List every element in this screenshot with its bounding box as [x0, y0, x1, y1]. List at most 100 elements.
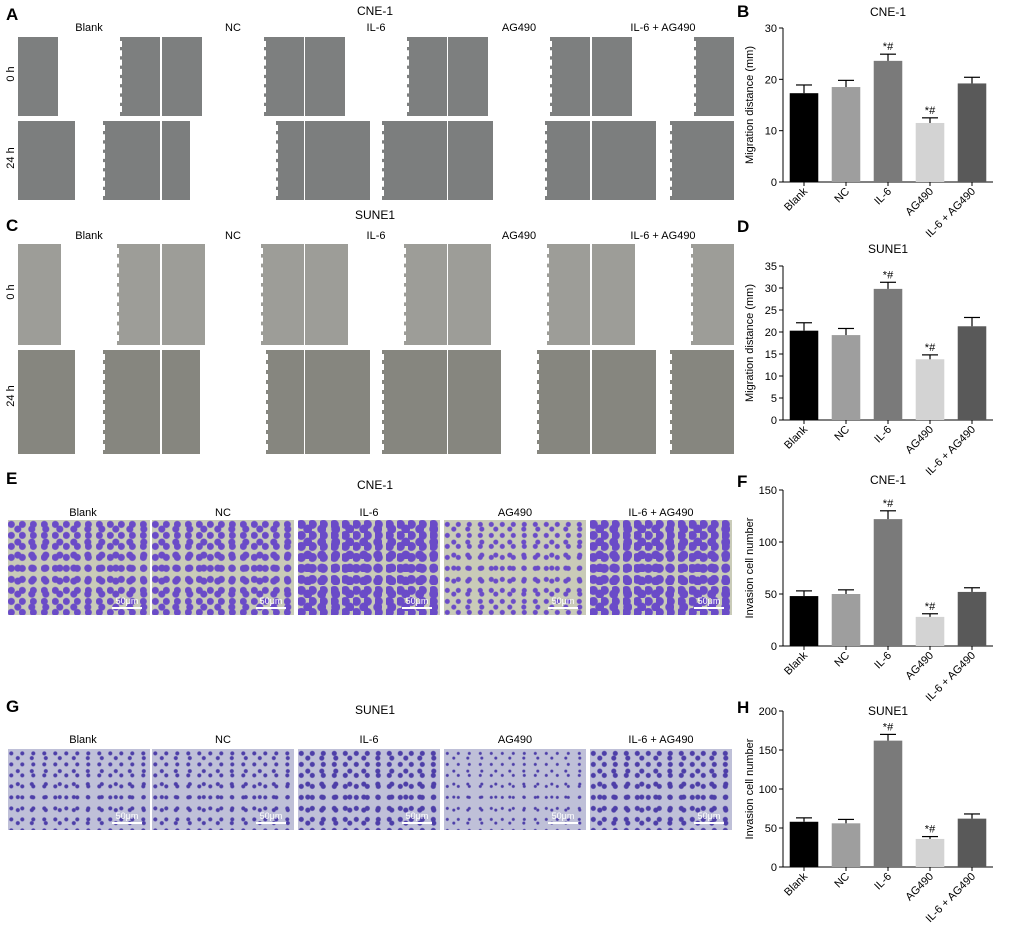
x-tick-label: AG490: [903, 871, 936, 904]
bar-nc: [831, 594, 861, 646]
scratch-edge-line: [545, 125, 547, 196]
significance-mark: *#: [883, 269, 894, 281]
scratch-image-nc: [162, 121, 304, 200]
cond-label-il6: IL-6: [359, 507, 379, 519]
scratch-edge-line: [58, 41, 60, 112]
panel-letter-b: B: [737, 2, 749, 21]
scratch-edge-line: [491, 248, 493, 341]
x-tick-label: NC: [832, 424, 852, 444]
cond-label-nc: NC: [225, 230, 241, 242]
invasion-image-blank: 50μm: [8, 749, 150, 830]
panel-g-title: SUNE1: [354, 703, 395, 717]
y-axis-label: Invasion cell number: [744, 738, 756, 839]
scale-bar-label: 50μm: [697, 811, 721, 821]
cond-label-il6-ag490: IL-6 + AG490: [630, 22, 696, 34]
scratch-edge-line: [345, 41, 347, 112]
scratch-edge-line: [370, 125, 372, 196]
cond-label-il6: IL-6: [359, 734, 379, 746]
y-axis-label: Migration distance (mm): [744, 284, 756, 402]
scratch-image-ag490: [448, 244, 590, 345]
chart-title: CNE-1: [870, 5, 906, 19]
scratch-image-il6-ag490: [592, 121, 734, 200]
scratch-edge-line: [691, 248, 693, 341]
scratch-edge-line: [547, 248, 549, 341]
bar-nc: [831, 335, 861, 420]
x-tick-label: AG490: [903, 424, 936, 457]
scratch-image-blank: [18, 121, 160, 200]
x-tick-label: IL-6: [872, 650, 894, 672]
bar-chart-b: B CNE-1 0 10 20 30 Migration distance (mm) Blan…: [737, 2, 993, 240]
bar-ag490: [915, 359, 945, 420]
bar-nc: [831, 823, 861, 867]
y-tick-label: 35: [765, 261, 777, 273]
panel-letter-e: E: [6, 469, 18, 488]
bar-il6-ag490: [957, 326, 987, 420]
bar-blank: [789, 330, 819, 420]
scratch-image-il6: [305, 244, 447, 345]
scratch-edge-line: [117, 248, 119, 341]
scale-bar: 50μm: [694, 811, 724, 824]
x-tick-label: NC: [832, 186, 852, 206]
scratch-edge-line: [694, 41, 696, 112]
cond-label-blank: Blank: [75, 22, 103, 34]
invasion-image-blank: 50μm: [8, 520, 150, 615]
x-tick-label: Blank: [782, 185, 810, 213]
x-tick-label: IL-6: [872, 186, 894, 208]
scratch-image-nc: [162, 350, 304, 454]
scratch-image-blank: [18, 350, 160, 454]
bar-nc: [831, 87, 861, 182]
x-tick-label: Blank: [782, 870, 810, 898]
y-tick-label: 0: [771, 177, 777, 189]
bar-il6: [873, 288, 903, 420]
invasion-image-nc: 50μm: [152, 520, 294, 615]
cond-label-nc: NC: [225, 22, 241, 34]
invasion-image-ag490: 50μm: [444, 749, 586, 830]
scale-bar-label: 50μm: [697, 596, 721, 606]
scratch-edge-line: [348, 248, 350, 341]
bar-blank: [789, 821, 819, 867]
scratch-edge-line: [75, 354, 77, 450]
scratch-edge-line: [264, 41, 266, 112]
scale-bar-label: 50μm: [551, 811, 575, 821]
panel-letter-c: C: [6, 216, 19, 235]
significance-mark: *#: [925, 824, 936, 836]
x-tick-label: NC: [832, 871, 852, 891]
scale-bar-label: 50μm: [259, 811, 283, 821]
scratch-edge-line: [404, 248, 406, 341]
scratch-edge-line: [202, 41, 204, 112]
scratch-edge-line: [120, 41, 122, 112]
scratch-edge-line: [670, 125, 672, 196]
significance-mark: *#: [883, 721, 894, 733]
scratch-edge-line: [103, 125, 105, 196]
x-tick-label: AG490: [903, 186, 936, 219]
scratch-edge-line: [488, 41, 490, 112]
y-tick-label: 50: [765, 589, 777, 601]
y-tick-label: 20: [765, 327, 777, 339]
scale-bar: 50μm: [256, 596, 286, 609]
scratch-edge-line: [261, 248, 263, 341]
scratch-edge-line: [266, 354, 268, 450]
cond-label-il6: IL-6: [366, 230, 386, 242]
y-tick-label: 100: [759, 537, 777, 549]
scratch-edge-line: [276, 125, 278, 196]
scale-bar: 50μm: [402, 596, 432, 609]
scratch-image-nc: [162, 37, 304, 116]
invasion-image-il6: 50μm: [298, 749, 440, 830]
invasion-image-il6-ag490: 50μm: [590, 520, 732, 615]
scratch-image-il6: [305, 37, 447, 116]
significance-mark: *#: [925, 105, 936, 117]
scratch-image-ag490: [448, 350, 590, 454]
scratch-image-nc: [162, 244, 304, 345]
y-tick-label: 0: [771, 415, 777, 427]
x-tick-label: IL-6: [872, 871, 894, 893]
y-tick-label: 0: [771, 641, 777, 653]
panel-letter-f: F: [737, 472, 747, 491]
cond-label-nc: NC: [215, 734, 231, 746]
y-tick-label: 150: [759, 745, 777, 757]
y-tick-label: 50: [765, 823, 777, 835]
cond-label-nc: NC: [215, 507, 231, 519]
scratch-edge-line: [635, 248, 637, 341]
scratch-edge-line: [370, 354, 372, 450]
y-tick-label: 100: [759, 784, 777, 796]
chart-title: CNE-1: [870, 473, 906, 487]
